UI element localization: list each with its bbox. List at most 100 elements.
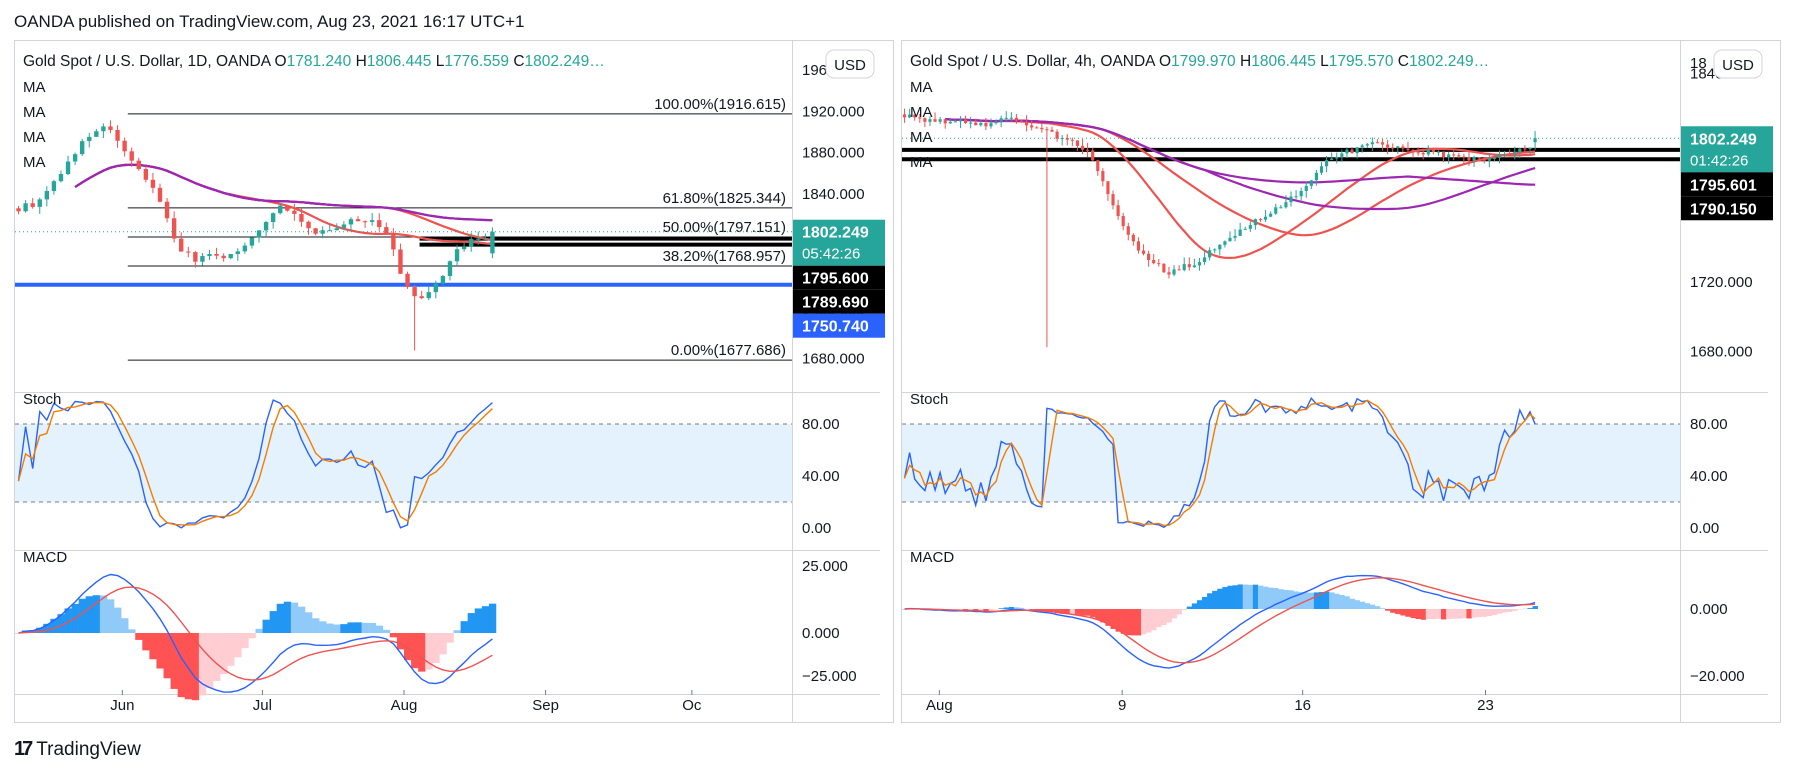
macd-label: MACD xyxy=(910,549,954,566)
candle-body xyxy=(923,118,927,122)
macd-histogram-bar xyxy=(425,633,433,670)
time-tick-label: 9 xyxy=(1118,697,1126,714)
macd-histogram-bar xyxy=(1466,609,1472,619)
macd-histogram-bar xyxy=(170,633,178,689)
candle-body xyxy=(1431,149,1435,152)
candle-body xyxy=(348,219,354,225)
candle-body xyxy=(1121,216,1125,227)
moving-average-line-2 xyxy=(74,163,493,222)
candle-body xyxy=(249,237,255,246)
candle-body xyxy=(938,119,942,122)
candle-body xyxy=(1055,131,1059,139)
candle-body xyxy=(958,119,963,122)
candle-body xyxy=(1177,269,1181,271)
stoch-d-line xyxy=(903,399,1536,527)
macd-histogram-bar xyxy=(64,608,72,633)
macd-histogram-bar xyxy=(957,609,964,610)
candle-body xyxy=(65,161,71,174)
candle-body xyxy=(1025,121,1029,126)
macd-histogram-bar xyxy=(241,633,249,649)
macd-tick-label: −20.000 xyxy=(1690,668,1745,685)
tradingview-footer[interactable]: 17 TradingView xyxy=(14,738,141,761)
candle-body xyxy=(157,187,163,202)
moving-average-line-2 xyxy=(945,118,1536,211)
macd-histogram-bar xyxy=(368,622,377,633)
candle-body xyxy=(1355,147,1359,154)
price-axis-tag-text: 1750.740 xyxy=(802,319,869,336)
legend-part-8: 1802.249… xyxy=(1409,53,1489,70)
candle-body xyxy=(1019,120,1024,122)
candle-body xyxy=(933,119,937,122)
candle-body xyxy=(1157,263,1161,265)
macd-histogram-bar xyxy=(1461,609,1467,619)
candle-body xyxy=(129,151,134,161)
price-tick-label: 1720.000 xyxy=(1690,274,1753,291)
macd-histogram-bar xyxy=(1481,609,1488,617)
macd-histogram-bar xyxy=(1313,592,1320,609)
macd-histogram-bar xyxy=(1298,592,1305,609)
candle-body xyxy=(179,238,184,252)
currency-label: USD xyxy=(834,57,866,74)
macd-histogram-bar xyxy=(1359,601,1366,609)
candle-body xyxy=(1182,264,1186,271)
macd-histogram-bar xyxy=(1044,609,1050,612)
candle-body xyxy=(1238,229,1242,236)
legend-part-8: 1802.249… xyxy=(525,53,605,70)
legend-part-1: O xyxy=(1159,53,1171,70)
currency-badge xyxy=(1713,49,1763,79)
macd-histogram-bar xyxy=(1379,608,1386,609)
candle-body xyxy=(974,122,978,126)
candle-body xyxy=(1426,149,1430,155)
candle-body xyxy=(1497,154,1502,158)
candle-body xyxy=(928,119,932,122)
candle-body xyxy=(1350,149,1354,154)
macd-histogram-bar xyxy=(227,633,235,666)
candle-body xyxy=(1040,127,1044,130)
macd-histogram-bar xyxy=(248,633,256,639)
macd-histogram-bar xyxy=(1222,587,1228,609)
ma-indicator-label: MA xyxy=(910,79,933,96)
macd-histogram-bar xyxy=(1095,609,1101,620)
macd-histogram-bar xyxy=(1507,609,1513,612)
candle-body xyxy=(1070,139,1074,141)
candle-body xyxy=(1294,196,1298,198)
candle-body xyxy=(483,238,488,240)
macd-histogram-bar xyxy=(1247,584,1254,609)
macd-histogram-bar xyxy=(85,596,94,633)
macd-histogram-bar xyxy=(1415,609,1421,620)
candle-body xyxy=(1248,225,1252,229)
macd-histogram-bar xyxy=(396,633,405,650)
fib-level-label: 61.80%(1825.344) xyxy=(663,190,786,207)
macd-tick-label: 0.000 xyxy=(802,625,840,642)
macd-histogram-bar xyxy=(1354,600,1360,609)
candle-body xyxy=(1035,127,1039,129)
candle-body xyxy=(405,273,410,288)
candle-body xyxy=(1172,269,1176,275)
ma-indicator-label: MA xyxy=(23,154,46,171)
price-axis-tag-countdown: 05:42:26 xyxy=(802,246,860,263)
candle-body xyxy=(1325,159,1329,167)
macd-histogram-bar xyxy=(1364,603,1371,609)
tradingview-brand: TradingView xyxy=(36,738,141,760)
macd-histogram-bar xyxy=(1130,609,1137,636)
price-tick-partial: 18 xyxy=(1690,55,1707,72)
candle-body xyxy=(1269,213,1273,217)
time-tick-label: Oc xyxy=(682,697,702,714)
candle-body xyxy=(1197,262,1202,266)
candle-body xyxy=(1467,157,1471,161)
candle-body xyxy=(1009,117,1013,119)
macd-histogram-bar xyxy=(92,595,101,633)
right-chart-4h: 1840.0001800.0001760.0001720.0001680.000… xyxy=(901,40,1773,722)
macd-histogram-bar xyxy=(1324,591,1330,609)
publish-header: OANDA published on TradingView.com, Aug … xyxy=(14,12,525,31)
macd-signal-line xyxy=(904,577,1536,664)
time-tick-label: 16 xyxy=(1294,697,1311,714)
macd-histogram-bar xyxy=(1369,604,1376,609)
stoch-tick-label: 0.00 xyxy=(1690,520,1719,537)
candle-body xyxy=(193,252,198,262)
candle-body xyxy=(1167,272,1171,275)
candle-body xyxy=(1416,152,1420,154)
candle-body xyxy=(440,276,446,284)
candle-body xyxy=(433,283,439,293)
candle-body xyxy=(419,296,424,299)
